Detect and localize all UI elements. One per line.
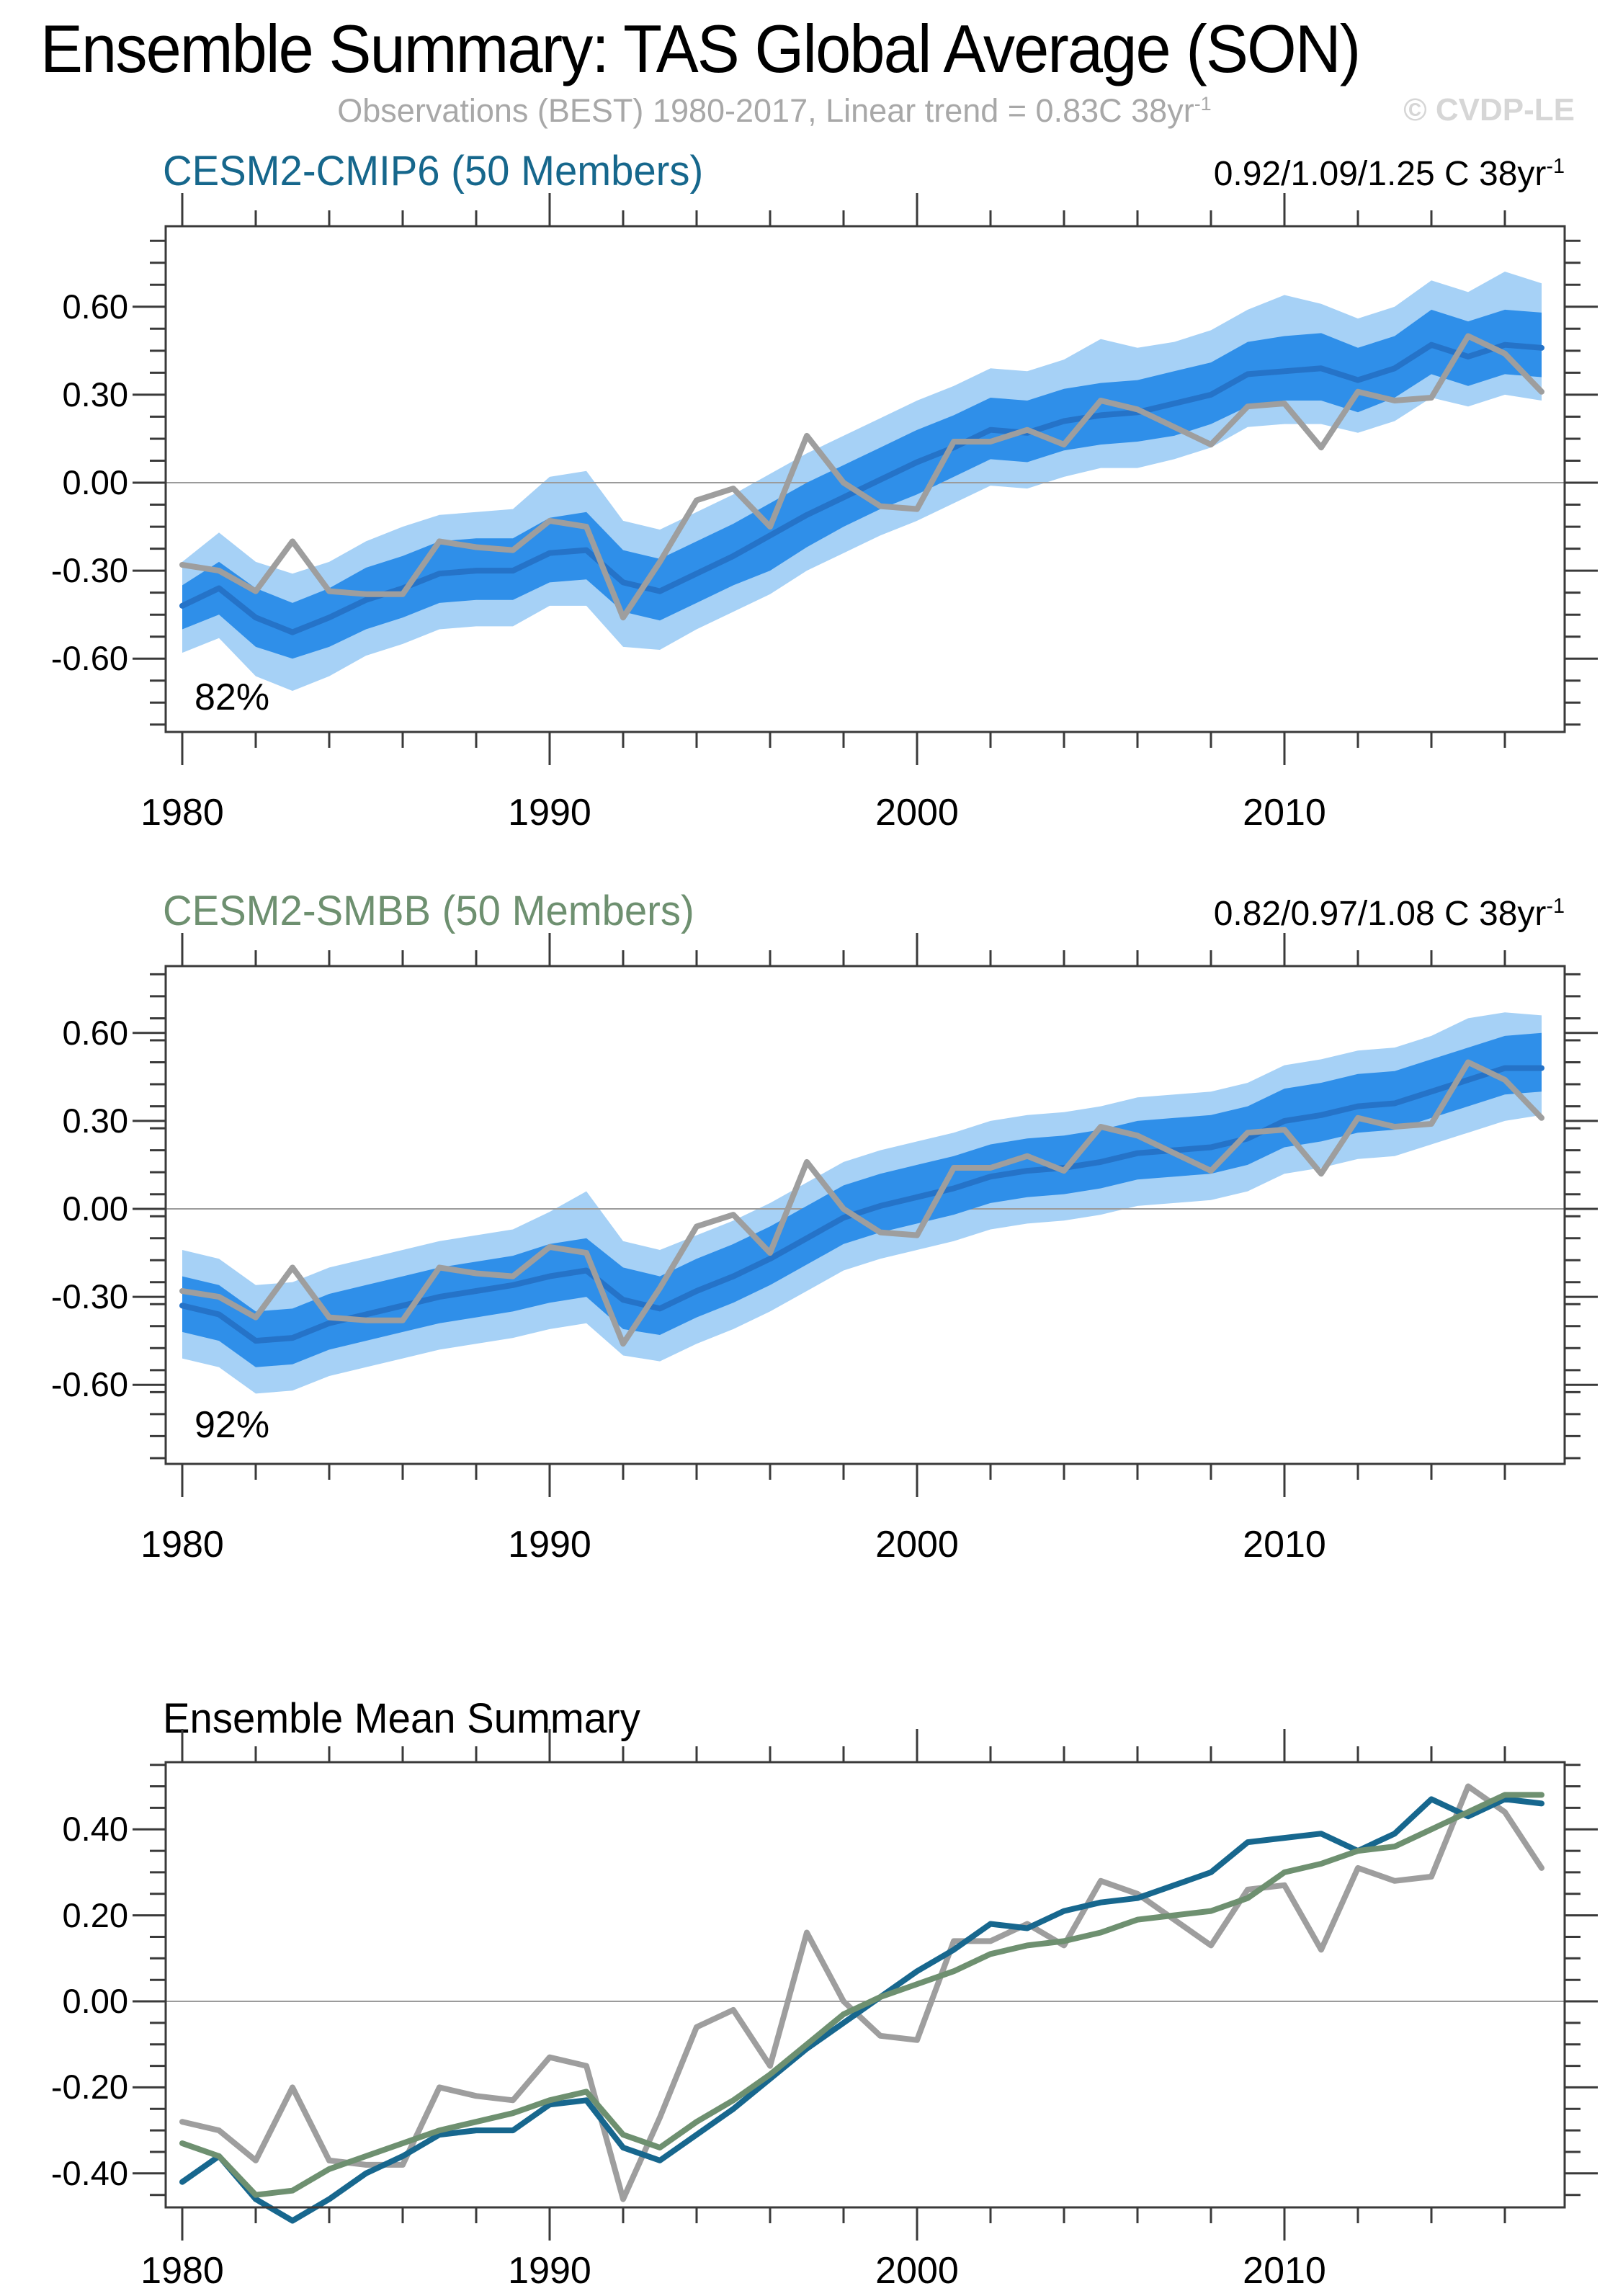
trend-text: 0.92/1.09/1.25 C 38yr: [1213, 155, 1547, 193]
y-tick-label: 0.40: [62, 1810, 128, 1849]
plot-border: [164, 965, 1566, 1465]
x-tick-label: 1990: [508, 2250, 591, 2292]
y-tick-label: 0.60: [62, 287, 128, 326]
x-tick-label: 1980: [140, 792, 224, 834]
plot-border: [164, 1761, 1566, 2209]
ensemble-interquartile-band: [182, 1032, 1542, 1367]
y-tick-label: 0.60: [62, 1013, 128, 1052]
page-title: Ensemble Summary: TAS Global Average (SO…: [40, 11, 1361, 86]
cmip6-mean-line: [179, 1796, 1544, 2224]
trend-superscript: -1: [1546, 895, 1565, 918]
observations-line: [179, 333, 1544, 621]
x-tick-label: 1990: [508, 1524, 591, 1565]
ensemble-mean-line: [179, 1065, 1544, 1344]
coverage-percent-smbb: 92%: [195, 1404, 270, 1446]
x-tick-label: 2010: [1243, 2250, 1326, 2292]
cmip6-ensemble-band-chart: [133, 193, 1598, 765]
cvdp-watermark: © CVDP-LE: [1403, 92, 1575, 128]
x-tick-label: 2000: [875, 1524, 959, 1565]
panel-trend-smbb: 0.82/0.97/1.08 C 38yr-1: [1214, 894, 1565, 934]
smbb-ensemble-band-chart: [133, 933, 1598, 1497]
axis-ticks: [133, 1729, 1598, 2241]
y-tick-label: -0.60: [50, 1365, 128, 1404]
x-tick-label: 2000: [875, 2250, 959, 2292]
panel-trend-cmip6: 0.92/1.09/1.25 C 38yr-1: [1214, 154, 1565, 194]
ensemble-mean-summary-chart: [133, 1729, 1598, 2241]
y-tick-label: -0.30: [50, 1277, 128, 1316]
y-tick-label: -0.40: [50, 2153, 128, 2192]
x-tick-label: 1980: [140, 2250, 224, 2292]
observations-line: [179, 1783, 1544, 2202]
x-tick-label: 2010: [1243, 1524, 1326, 1565]
x-tick-label: 1980: [140, 1524, 224, 1565]
y-tick-label: -0.20: [50, 2068, 128, 2107]
x-tick-label: 2010: [1243, 792, 1326, 834]
y-tick-label: -0.60: [50, 639, 128, 678]
smbb-mean-line: [179, 1792, 1544, 2198]
y-tick-label: 0.20: [62, 1895, 128, 1934]
chart-subtitle: Observations (BEST) 1980-2017, Linear tr…: [0, 92, 1549, 130]
x-tick-label: 2000: [875, 792, 959, 834]
y-tick-label: -0.30: [50, 551, 128, 590]
y-tick-label: 0.00: [62, 463, 128, 501]
y-tick-label: 0.30: [62, 375, 128, 414]
trend-superscript: -1: [1546, 155, 1565, 178]
trend-text: 0.82/0.97/1.08 C 38yr: [1213, 895, 1547, 933]
subtitle-text: Observations (BEST) 1980-2017, Linear tr…: [337, 92, 1194, 129]
y-tick-label: 0.30: [62, 1101, 128, 1140]
panel-title-smbb: CESM2-SMBB (50 Members): [163, 888, 694, 934]
subtitle-superscript: -1: [1194, 93, 1212, 115]
y-tick-label: 0.00: [62, 1982, 128, 2020]
ensemble-interquartile-band: [182, 309, 1542, 659]
plot-border: [164, 225, 1566, 733]
y-tick-label: 0.00: [62, 1189, 128, 1228]
x-tick-label: 1990: [508, 792, 591, 834]
coverage-percent-cmip6: 82%: [195, 676, 270, 718]
axis-ticks: [133, 933, 1598, 1497]
panel-title-summary: Ensemble Mean Summary: [163, 1695, 640, 1742]
axis-ticks: [133, 193, 1598, 765]
panel-title-cmip6: CESM2-CMIP6 (50 Members): [163, 148, 704, 195]
observations-line: [179, 1059, 1544, 1347]
